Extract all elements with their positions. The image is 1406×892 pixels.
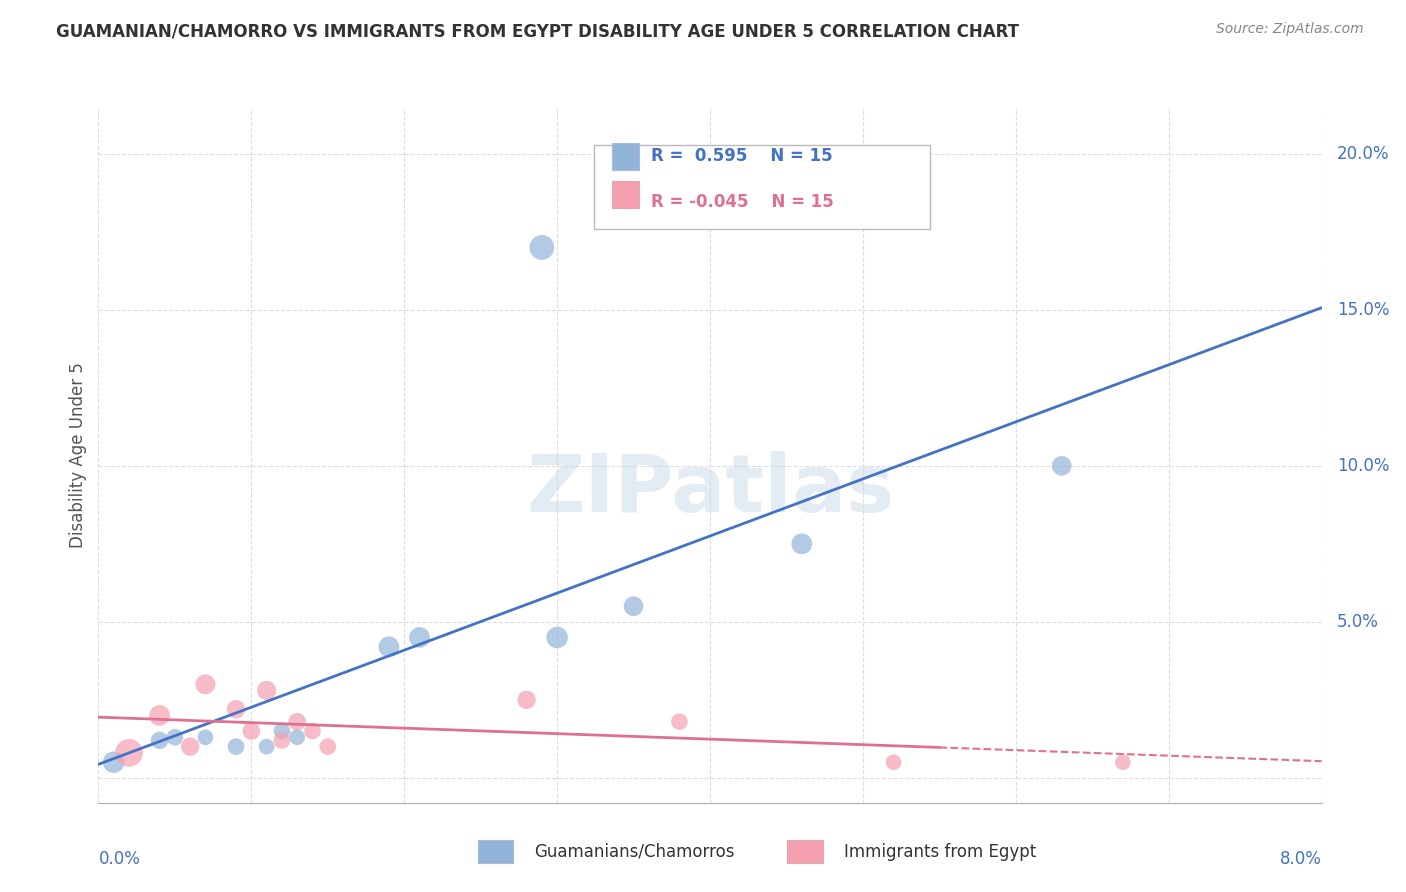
Point bbox=[546, 631, 568, 645]
FancyBboxPatch shape bbox=[612, 181, 640, 208]
Text: Immigrants from Egypt: Immigrants from Egypt bbox=[844, 843, 1036, 861]
Point bbox=[149, 733, 172, 747]
FancyBboxPatch shape bbox=[593, 145, 931, 228]
Point bbox=[163, 731, 186, 745]
Point bbox=[316, 739, 339, 754]
Point bbox=[790, 537, 813, 551]
Point bbox=[225, 739, 247, 754]
Point bbox=[270, 724, 294, 739]
Point bbox=[149, 708, 172, 723]
Point bbox=[285, 714, 308, 729]
Point bbox=[668, 714, 690, 729]
Text: R = -0.045    N = 15: R = -0.045 N = 15 bbox=[651, 193, 834, 211]
Point bbox=[225, 702, 247, 716]
Text: 0.0%: 0.0% bbox=[98, 849, 141, 868]
Text: Source: ZipAtlas.com: Source: ZipAtlas.com bbox=[1216, 22, 1364, 37]
Point bbox=[623, 599, 645, 614]
Point bbox=[301, 724, 323, 739]
Point bbox=[285, 731, 308, 745]
Text: 8.0%: 8.0% bbox=[1279, 849, 1322, 868]
Text: 5.0%: 5.0% bbox=[1337, 613, 1379, 631]
Point bbox=[408, 631, 430, 645]
Point bbox=[270, 733, 294, 747]
Text: 20.0%: 20.0% bbox=[1337, 145, 1389, 163]
Point bbox=[256, 739, 278, 754]
Text: R =  0.595    N = 15: R = 0.595 N = 15 bbox=[651, 147, 832, 165]
Text: 15.0%: 15.0% bbox=[1337, 301, 1389, 318]
Point bbox=[103, 756, 125, 770]
Point bbox=[1112, 756, 1135, 770]
Y-axis label: Disability Age Under 5: Disability Age Under 5 bbox=[69, 362, 87, 548]
Text: Guamanians/Chamorros: Guamanians/Chamorros bbox=[534, 843, 735, 861]
Point bbox=[883, 756, 905, 770]
Point bbox=[179, 739, 201, 754]
Text: GUAMANIAN/CHAMORRO VS IMMIGRANTS FROM EGYPT DISABILITY AGE UNDER 5 CORRELATION C: GUAMANIAN/CHAMORRO VS IMMIGRANTS FROM EG… bbox=[56, 22, 1019, 40]
Point bbox=[194, 731, 217, 745]
Point bbox=[240, 724, 263, 739]
FancyBboxPatch shape bbox=[612, 144, 640, 169]
Text: ZIPatlas: ZIPatlas bbox=[526, 450, 894, 529]
Point bbox=[378, 640, 401, 654]
Point bbox=[1050, 458, 1073, 473]
Point bbox=[256, 683, 278, 698]
Point bbox=[530, 240, 553, 254]
Point bbox=[118, 746, 141, 760]
Text: 10.0%: 10.0% bbox=[1337, 457, 1389, 475]
Point bbox=[516, 693, 538, 707]
Point bbox=[194, 677, 217, 691]
